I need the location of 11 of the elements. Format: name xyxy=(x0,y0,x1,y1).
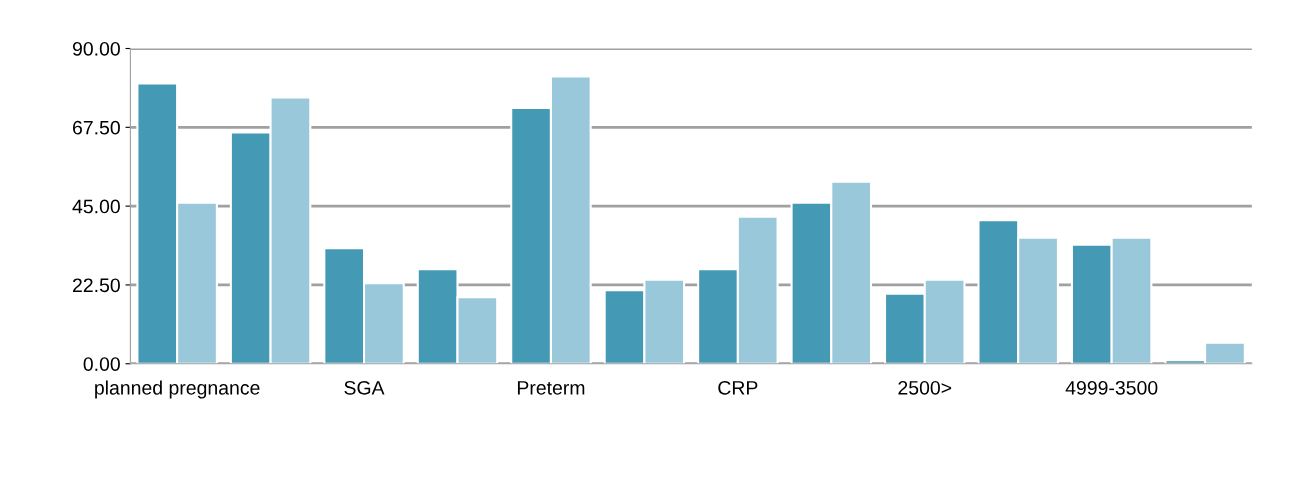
x-tick-label: CRP xyxy=(718,380,758,395)
x-tick-label: planned pregnance xyxy=(95,380,260,399)
x-tick-label: 2500> xyxy=(898,380,952,395)
x-tick-label: SGA xyxy=(344,380,385,395)
y-tick-label: 0.00 xyxy=(83,357,120,371)
y-tick-label: 67.50 xyxy=(73,120,120,135)
x-tick-label: 4999-3500 xyxy=(1065,380,1158,395)
y-tick-label: 90.00 xyxy=(72,41,120,56)
x-tick-label: Preterm xyxy=(517,381,585,395)
y-tick-label: 45.00 xyxy=(72,199,120,214)
y-tick-label: 22.50 xyxy=(73,278,120,293)
